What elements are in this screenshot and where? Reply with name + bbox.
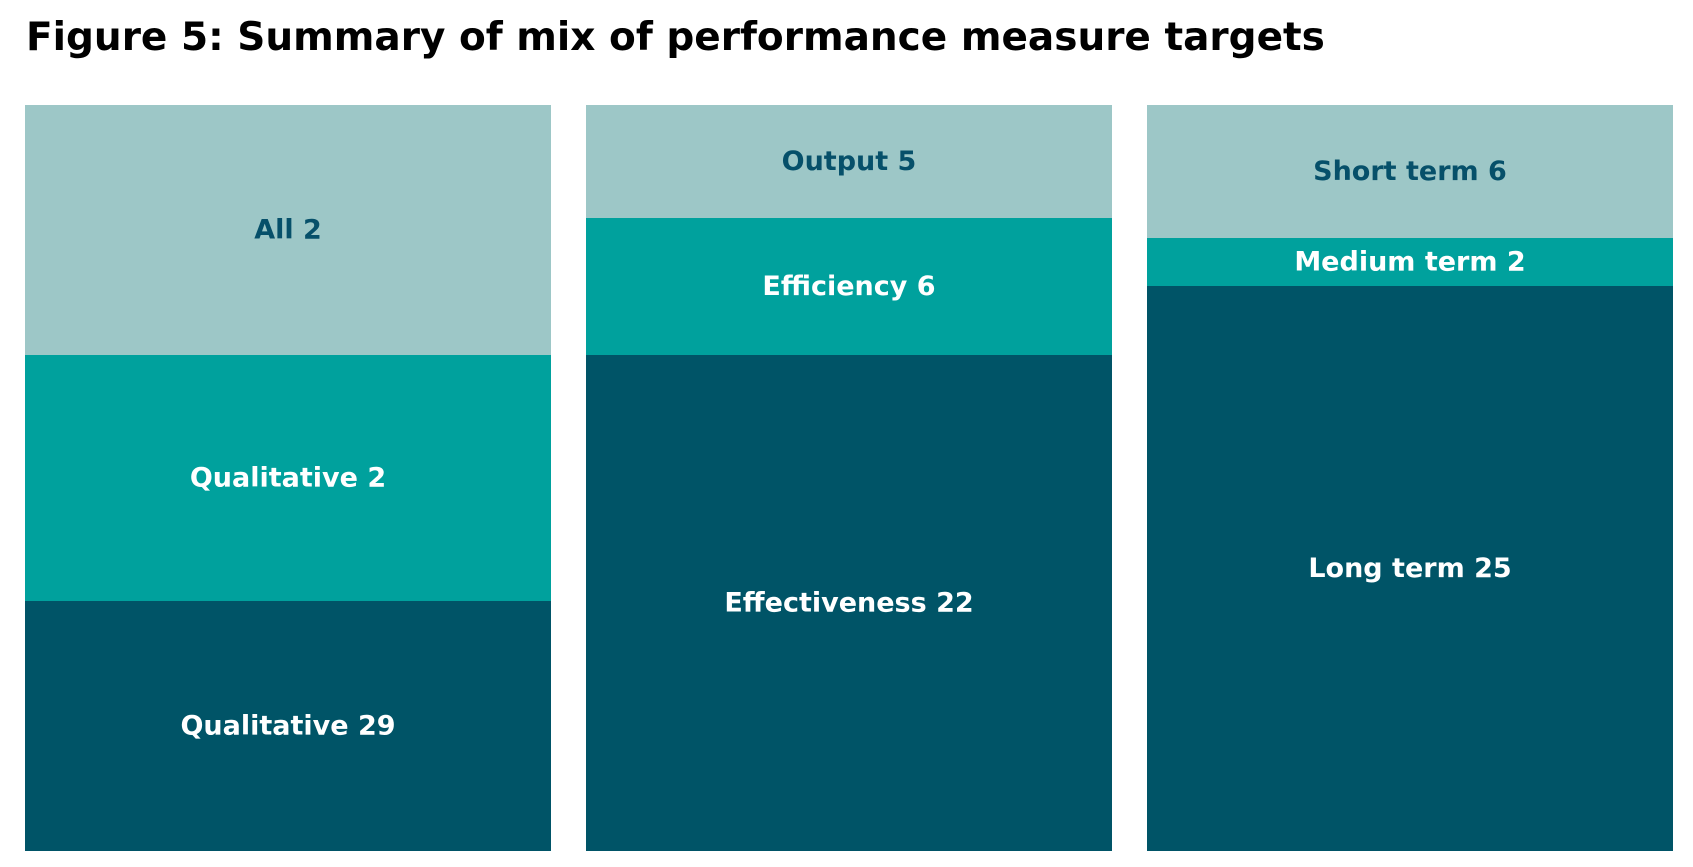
bar-segment-efficiency — [586, 218, 1112, 355]
bar-segment-long-term — [1147, 286, 1673, 851]
bar-segment-all — [25, 105, 551, 355]
segment-label: Qualitative 29 — [180, 711, 395, 742]
bar-segment-medium-term — [1147, 238, 1673, 286]
segment-label: Medium term 2 — [1294, 247, 1525, 278]
bar-segment-short-term — [1147, 105, 1673, 238]
bar-segment-qualitative — [25, 601, 551, 851]
bar-segment-output — [586, 105, 1112, 218]
segment-label: Short term 6 — [1313, 156, 1507, 187]
bar-segment-effectiveness — [586, 355, 1112, 851]
bar-segment-qualitative — [25, 355, 551, 601]
segment-label: Qualitative 2 — [190, 463, 386, 494]
figure-title: Figure 5: Summary of mix of performance … — [26, 15, 1325, 60]
segment-label: Effectiveness 22 — [724, 588, 973, 619]
segment-label: Efficiency 6 — [762, 271, 935, 302]
segment-label: All 2 — [254, 215, 322, 246]
segment-label: Output 5 — [782, 146, 917, 177]
segment-label: Long term 25 — [1308, 553, 1511, 584]
